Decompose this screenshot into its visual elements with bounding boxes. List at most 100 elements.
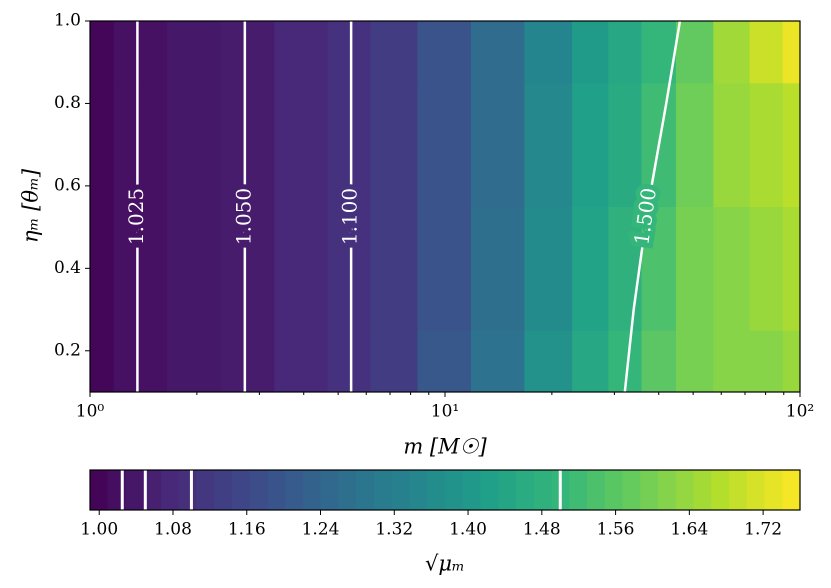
y-axis-label: ηₘ [θₘ] xyxy=(19,168,43,243)
colorbar-band xyxy=(746,470,765,510)
colorbar-band xyxy=(125,470,144,510)
field-cell xyxy=(572,330,609,393)
field-cell xyxy=(220,21,275,84)
colorbar-band xyxy=(693,470,712,510)
field-cell xyxy=(713,330,751,393)
colorbar-band xyxy=(90,470,109,510)
field-cell xyxy=(782,330,801,393)
field-cell xyxy=(327,21,372,84)
field-cell xyxy=(524,330,573,393)
field-cell xyxy=(167,206,222,331)
colorbar-band xyxy=(374,470,393,510)
field-cell xyxy=(470,330,525,393)
colorbar-tick-label: 1.16 xyxy=(228,520,266,540)
colorbar-band xyxy=(285,470,304,510)
colorbar-band xyxy=(782,470,801,510)
field-cell xyxy=(713,21,751,84)
field-cell xyxy=(370,206,419,331)
contour-label: 1.050 xyxy=(231,188,255,245)
field-cell xyxy=(749,21,784,84)
colorbar: 1.00 1.08 1.16 1.24 1.32 1.40 1.48 1.56 1.64 1.72 xyxy=(80,469,801,540)
field-cell xyxy=(470,82,525,207)
field-cell xyxy=(713,206,751,331)
field xyxy=(90,21,801,393)
field-cell xyxy=(90,330,115,393)
colorbar-band xyxy=(320,470,339,510)
field-cell xyxy=(572,206,609,331)
colorbar-tick-label: 1.72 xyxy=(744,520,782,540)
field-cell xyxy=(417,206,472,331)
x-tick-label: 10⁰ xyxy=(76,402,105,422)
y-tick-label: 1.0 xyxy=(54,11,81,31)
y-tick-label: 0.8 xyxy=(54,93,81,113)
field-cell xyxy=(113,330,168,393)
field-cell xyxy=(167,330,222,393)
field-cell xyxy=(220,206,275,331)
field-cell xyxy=(608,21,643,84)
colorbar-band xyxy=(178,470,197,510)
colorbar-band xyxy=(267,470,286,510)
x-tick-label: 10¹ xyxy=(431,402,459,422)
field-cell xyxy=(274,330,328,393)
field-cell xyxy=(608,82,643,207)
field-cell xyxy=(220,330,275,393)
colorbar-band xyxy=(640,470,659,510)
colorbar-tick-label: 1.00 xyxy=(80,520,118,540)
field-cell xyxy=(417,21,472,84)
colorbar-band xyxy=(480,470,499,510)
field-cell xyxy=(572,21,609,84)
colorbar-band xyxy=(462,470,481,510)
contour-line xyxy=(623,20,682,393)
colorbar-band xyxy=(427,470,446,510)
field-cell xyxy=(113,82,168,207)
field-cell xyxy=(274,206,328,331)
colorbar-band xyxy=(391,470,410,510)
colorbar-band xyxy=(587,470,606,510)
x-axis-label: m [M☉] xyxy=(403,435,487,459)
field-cell xyxy=(675,21,714,84)
field-cell xyxy=(524,21,573,84)
colorbar-band xyxy=(338,470,357,510)
y-tick-label: 0.4 xyxy=(54,258,81,278)
field-cell xyxy=(167,82,222,207)
colorbar-tick-label: 1.48 xyxy=(523,520,561,540)
field-cell xyxy=(90,206,115,331)
contour-label: 1.025 xyxy=(124,188,148,245)
field-cell xyxy=(782,21,801,84)
field-cell xyxy=(167,21,222,84)
colorbar-band xyxy=(729,470,748,510)
field-cell xyxy=(641,206,677,331)
field-cell xyxy=(470,206,525,331)
field-cell xyxy=(713,82,751,207)
colorbar-band xyxy=(356,470,375,510)
field-cell xyxy=(220,82,275,207)
colorbar-band xyxy=(764,470,783,510)
colorbar-label: √μₘ xyxy=(425,552,465,576)
colorbar-tick-label: 1.32 xyxy=(375,520,413,540)
field-cell xyxy=(327,82,372,207)
field-cell xyxy=(90,82,115,207)
field-cell xyxy=(524,82,573,207)
field-cell xyxy=(782,206,801,331)
colorbar-band xyxy=(161,470,180,510)
colorbar-band xyxy=(214,470,233,510)
field-cell xyxy=(327,330,372,393)
field-cell xyxy=(641,330,677,393)
field-cell xyxy=(274,21,328,84)
field-cell xyxy=(572,82,609,207)
field-cell xyxy=(327,206,372,331)
colorbar-band xyxy=(498,470,517,510)
field-cell xyxy=(417,82,472,207)
field-cell xyxy=(470,21,525,84)
colorbar-band xyxy=(249,470,268,510)
field-cell xyxy=(370,21,419,84)
field-cell xyxy=(370,330,419,393)
field-cell xyxy=(782,82,801,207)
colorbar-tick-label: 1.40 xyxy=(449,520,487,540)
colorbar-band xyxy=(143,470,162,510)
field-cell xyxy=(90,21,115,84)
colorbar-band xyxy=(622,470,641,510)
x-tick-label: 10² xyxy=(786,402,814,422)
field-cell xyxy=(113,21,168,84)
